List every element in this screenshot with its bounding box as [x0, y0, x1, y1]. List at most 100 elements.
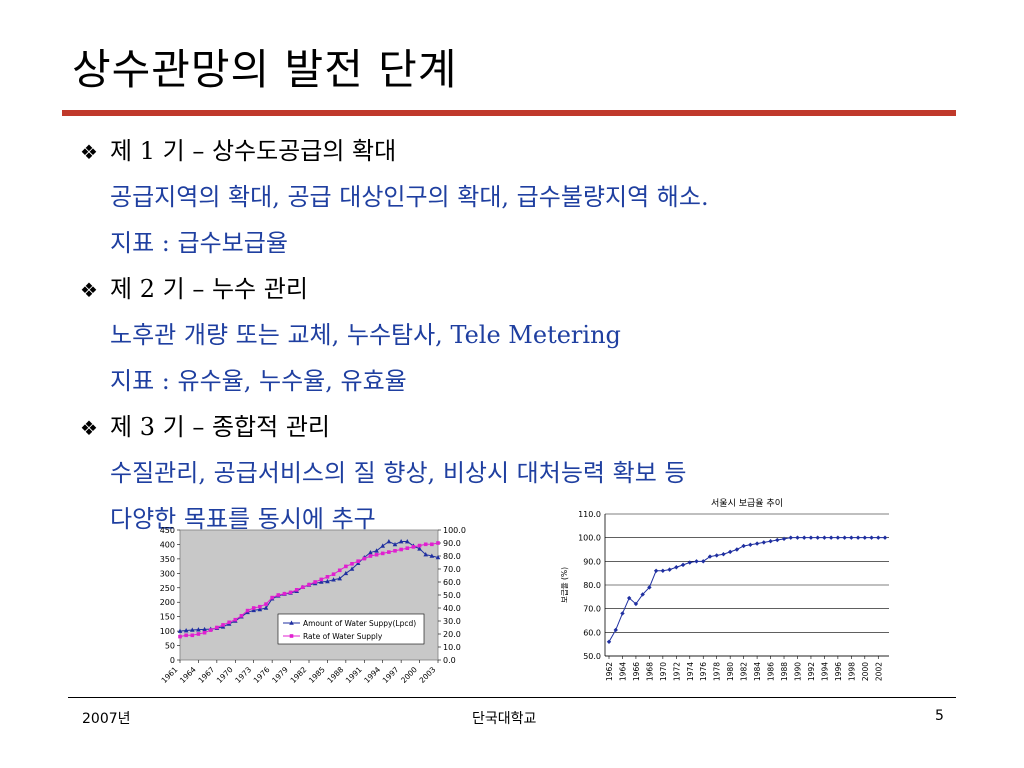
- data-point-triangle: [318, 579, 324, 584]
- data-point-square: [196, 632, 201, 636]
- y-right-tick-label: 60.0: [443, 578, 461, 587]
- legend-label: Rate of Water Supply: [303, 632, 383, 641]
- x-tick-label: 1972: [672, 662, 681, 681]
- data-point-square: [337, 568, 342, 573]
- x-tick-label: 1988: [325, 665, 345, 685]
- data-point-square: [430, 542, 434, 547]
- x-tick-label: 1967: [196, 665, 216, 685]
- data-point-diamond: [869, 535, 874, 540]
- page-number: 5: [935, 708, 944, 724]
- data-point-square: [245, 608, 250, 613]
- data-point-diamond: [748, 542, 753, 547]
- data-point-square: [251, 606, 256, 610]
- section-3-line-2: 다양한 목표를 동시에 추구: [110, 505, 376, 533]
- data-point-diamond: [694, 559, 699, 564]
- data-point-diamond: [882, 535, 888, 540]
- x-tick-label: 2000: [399, 665, 419, 685]
- legend-marker-square: [289, 634, 294, 638]
- series-line: [608, 537, 885, 643]
- data-point-triangle: [325, 578, 330, 584]
- section-heading-2: ❖ 제 2 기 – 누수 관리: [80, 266, 960, 312]
- data-point-square: [380, 551, 385, 556]
- data-point-square: [190, 633, 195, 638]
- data-point-square: [208, 628, 213, 632]
- y-right-tick-label: 90.0: [443, 539, 461, 548]
- x-tick-label: 1990: [793, 662, 802, 681]
- data-point-square: [258, 604, 262, 609]
- data-point-diamond: [862, 535, 868, 540]
- data-point-square: [215, 625, 219, 630]
- data-point-triangle: [368, 550, 373, 555]
- legend-label: Amount of Water Suppy(Lpcd): [303, 619, 416, 628]
- data-point-triangle: [380, 543, 386, 548]
- x-tick-label: 1997: [381, 665, 401, 685]
- data-point-triangle: [374, 548, 379, 553]
- data-point-square: [319, 577, 324, 582]
- y-right-tick-label: 20.0: [443, 630, 461, 639]
- data-point-triangle: [251, 607, 257, 613]
- data-point-square: [239, 614, 244, 618]
- x-tick-label: 1988: [780, 662, 789, 681]
- bullet-diamond-icon: ❖: [80, 416, 98, 440]
- data-point-square: [288, 590, 293, 595]
- x-tick-label: 1976: [699, 662, 708, 681]
- x-tick-label: 2003: [418, 665, 438, 685]
- data-point-triangle: [337, 576, 343, 581]
- y-tick-label: 110.0: [578, 510, 601, 519]
- bullet-diamond-icon: ❖: [80, 140, 98, 164]
- data-point-triangle: [183, 628, 189, 633]
- seoul-supply-rate-chart: 서울시 보급율 추이 50.0 60.0 70.0 80.0 90.0 100.0 110.0…: [560, 498, 889, 681]
- y-tick-label: 80.0: [583, 581, 601, 590]
- bullet-diamond-icon: ❖: [80, 278, 98, 302]
- data-point-diamond: [822, 535, 827, 540]
- x-tick-label: 1985: [307, 665, 327, 685]
- data-point-diamond: [768, 539, 773, 544]
- y-tick-label: 70.0: [583, 605, 601, 614]
- section-1-line-1: 공급지역의 확대, 공급 대상인구의 확대, 급수불량지역 해소.: [110, 183, 709, 211]
- data-point-diamond: [808, 535, 814, 540]
- data-point-diamond: [620, 611, 625, 616]
- data-point-triangle: [331, 577, 336, 582]
- x-tick-label: 1994: [362, 665, 382, 685]
- x-tick-label: 1973: [233, 665, 253, 685]
- x-tick-label: 2000: [861, 662, 870, 681]
- data-point-diamond: [687, 560, 692, 565]
- data-point-diamond: [815, 535, 820, 540]
- x-tick-label: 1974: [686, 662, 695, 681]
- x-tick-label: 1964: [178, 665, 198, 685]
- y-right-tick-label: 40.0: [443, 604, 461, 613]
- data-point-diamond: [701, 559, 706, 564]
- footer-institution: 단국대학교: [472, 711, 537, 727]
- data-point-diamond: [734, 547, 740, 552]
- data-point-diamond: [606, 639, 612, 644]
- data-point-diamond: [640, 592, 645, 597]
- footer-date: 2007년: [82, 711, 131, 727]
- data-point-diamond: [727, 549, 733, 555]
- x-tick-label: 1994: [820, 662, 829, 681]
- data-point-diamond: [674, 565, 679, 570]
- y-right-tick-label: 50.0: [443, 591, 461, 600]
- y-left-tick-label: 350: [160, 555, 175, 564]
- data-point-square: [270, 595, 274, 600]
- data-point-triangle: [404, 539, 410, 544]
- data-point-diamond: [667, 567, 672, 572]
- data-point-triangle: [196, 627, 201, 632]
- data-point-square: [399, 547, 403, 552]
- x-tick-label: 1962: [605, 662, 614, 681]
- y-tick-label: 50.0: [583, 652, 601, 661]
- y-left-tick-label: 300: [160, 569, 175, 578]
- x-tick-label: 1980: [726, 662, 735, 681]
- data-point-triangle: [257, 606, 263, 612]
- y-left-tick-label: 150: [160, 613, 175, 622]
- x-tick-label: 1982: [740, 662, 749, 681]
- data-point-square: [387, 550, 391, 554]
- legend-marker-triangle: [289, 620, 294, 625]
- y-tick-label: 90.0: [583, 557, 601, 566]
- data-point-triangle: [343, 570, 349, 576]
- data-point-triangle: [386, 539, 392, 544]
- data-point-square: [436, 541, 440, 545]
- data-point-diamond: [741, 543, 746, 549]
- data-point-square: [221, 623, 225, 627]
- data-point-square: [368, 554, 373, 558]
- x-tick-label: 1961: [160, 665, 180, 685]
